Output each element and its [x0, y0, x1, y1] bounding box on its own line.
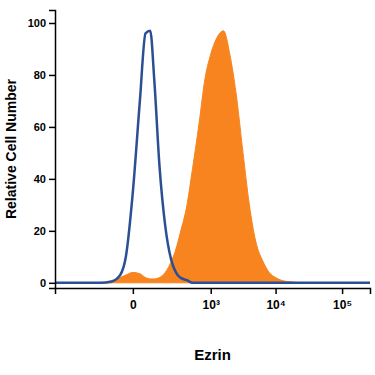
- y-tick-label: 80: [34, 69, 46, 81]
- x-axis: 0 10³ 10⁴ 10⁵: [56, 288, 371, 312]
- x-tick-label: 0: [130, 298, 137, 312]
- y-tick-label: 20: [34, 225, 46, 237]
- y-tick: 100: [28, 17, 55, 29]
- plot-area: [55, 31, 370, 283]
- chart: 0 10³ 10⁴ 10⁵ 0 20 40 60 80 100 Ezrin Relative Cell…: [0, 0, 375, 375]
- y-axis: 0 20 40 60 80 100: [28, 11, 56, 289]
- x-tick: 10³: [203, 288, 220, 312]
- x-axis-title: Ezrin: [194, 346, 231, 363]
- x-tick-mark: [342, 288, 344, 294]
- x-tick-label: 10⁴: [266, 298, 285, 312]
- x-tick-label: 10³: [203, 298, 220, 312]
- y-tick-label: 40: [34, 173, 46, 185]
- x-axis-line: [56, 289, 371, 295]
- x-tick: 0: [130, 288, 137, 312]
- y-tick-mark: [49, 231, 55, 233]
- histogram-area: [55, 31, 370, 283]
- x-tick: 10⁵: [333, 288, 352, 312]
- y-tick-mark: [49, 23, 55, 25]
- y-axis-line: [49, 11, 56, 289]
- y-tick-mark: [49, 283, 55, 285]
- y-tick-label: 0: [40, 277, 46, 289]
- y-tick-label: 100: [28, 17, 46, 29]
- x-tick-label: 10⁵: [333, 298, 352, 312]
- y-axis-title: Relative Cell Number: [3, 78, 19, 219]
- x-tick: 10⁴: [266, 288, 285, 312]
- x-tick-mark: [133, 288, 135, 294]
- y-tick-mark: [49, 179, 55, 181]
- histogram-line: [55, 31, 370, 283]
- y-tick-mark: [49, 127, 55, 129]
- y-tick: 80: [34, 69, 55, 81]
- x-tick-mark: [275, 288, 277, 294]
- y-tick-label: 60: [34, 121, 46, 133]
- y-tick: 60: [34, 121, 55, 133]
- x-tick-mark: [210, 288, 212, 294]
- y-tick-mark: [49, 75, 55, 77]
- y-tick: 20: [34, 225, 55, 237]
- y-tick: 40: [34, 173, 55, 185]
- y-tick: 0: [40, 277, 55, 289]
